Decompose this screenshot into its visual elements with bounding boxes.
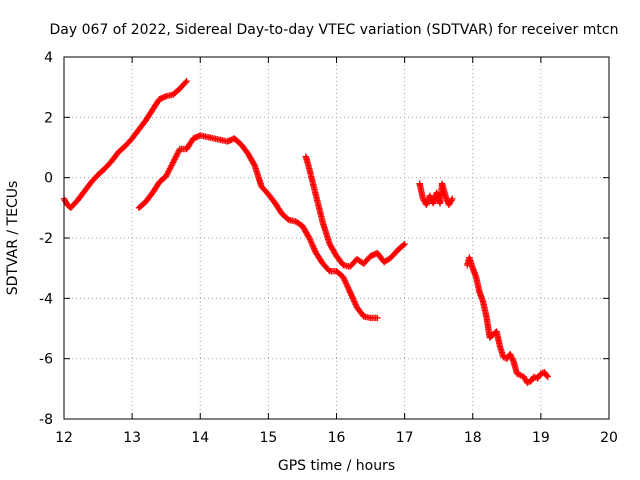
- data-point-fill: [325, 266, 332, 274]
- data-point: [183, 77, 190, 85]
- x-tick-label: 15: [259, 430, 277, 446]
- data-point-fill: [284, 215, 291, 223]
- y-tick-label: -4: [39, 291, 53, 307]
- x-tick-label: 20: [600, 430, 618, 446]
- y-tick-label: -6: [39, 352, 53, 368]
- data-point-fill: [250, 161, 258, 168]
- data-point-fill: [182, 79, 189, 86]
- x-tick-label: 14: [191, 430, 209, 446]
- x-tick-label: 13: [123, 430, 141, 446]
- x-tick-label: 12: [55, 430, 73, 446]
- grid: [64, 57, 609, 419]
- y-tick-label: 4: [44, 50, 53, 66]
- y-tick-label: 2: [44, 110, 53, 126]
- data-point: [449, 195, 456, 202]
- x-tick-label: 17: [396, 430, 414, 446]
- chart-title: Day 067 of 2022, Sidereal Day-to-day VTE…: [50, 22, 619, 38]
- data-point-fill: [305, 233, 312, 240]
- x-tick-label: 19: [532, 430, 550, 446]
- y-axis-label: SDTVAR / TECUs: [5, 181, 21, 296]
- series-arc-3: [302, 153, 408, 270]
- x-tick-label: 18: [464, 430, 482, 446]
- data-marks: [60, 77, 551, 386]
- data-point-fill: [400, 241, 407, 249]
- y-tick-label: 0: [44, 171, 53, 187]
- data-point-fill: [543, 372, 551, 379]
- data-point: [544, 373, 551, 380]
- series-arc-2: [135, 132, 381, 322]
- plot-frame: [63, 56, 610, 420]
- series-arc-5: [464, 254, 551, 386]
- data-point: [374, 314, 381, 322]
- data-point: [401, 240, 408, 248]
- x-tick-label: 16: [328, 430, 346, 446]
- y-tick-label: -8: [39, 412, 53, 428]
- series-arc-4: [416, 180, 456, 209]
- axis-ticks: 12 13 14 15 16 17 18 19 20 -8 -6 -4 -2 0 2 4: [39, 50, 618, 446]
- series-arc-1: [60, 77, 190, 212]
- x-axis-label: GPS time / hours: [278, 458, 395, 474]
- y-tick-label: -2: [39, 231, 53, 247]
